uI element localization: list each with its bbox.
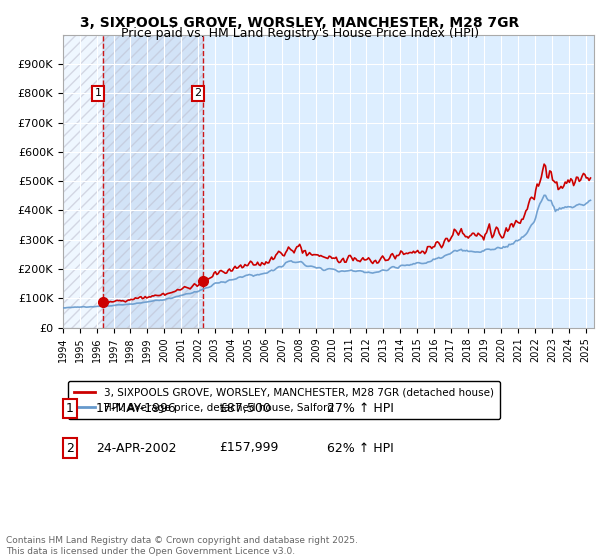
Text: 2: 2: [66, 441, 74, 455]
Bar: [103, 35, 203, 328]
Text: 27% ↑ HPI: 27% ↑ HPI: [327, 402, 394, 416]
Text: 62% ↑ HPI: 62% ↑ HPI: [327, 441, 394, 455]
Legend: 3, SIXPOOLS GROVE, WORSLEY, MANCHESTER, M28 7GR (detached house), HPI: Average p: 3, SIXPOOLS GROVE, WORSLEY, MANCHESTER, …: [68, 381, 500, 419]
Text: Contains HM Land Registry data © Crown copyright and database right 2025.
This d: Contains HM Land Registry data © Crown c…: [6, 536, 358, 556]
Text: 17-MAY-1996: 17-MAY-1996: [96, 402, 177, 416]
Text: 2: 2: [194, 88, 202, 99]
Text: 1: 1: [94, 88, 101, 99]
Bar: [63, 35, 103, 328]
Text: 24-APR-2002: 24-APR-2002: [96, 441, 176, 455]
Text: £157,999: £157,999: [219, 441, 278, 455]
Text: Price paid vs. HM Land Registry's House Price Index (HPI): Price paid vs. HM Land Registry's House …: [121, 27, 479, 40]
Text: 1: 1: [66, 402, 74, 416]
Text: 3, SIXPOOLS GROVE, WORSLEY, MANCHESTER, M28 7GR: 3, SIXPOOLS GROVE, WORSLEY, MANCHESTER, …: [80, 16, 520, 30]
Text: £87,500: £87,500: [219, 402, 271, 416]
